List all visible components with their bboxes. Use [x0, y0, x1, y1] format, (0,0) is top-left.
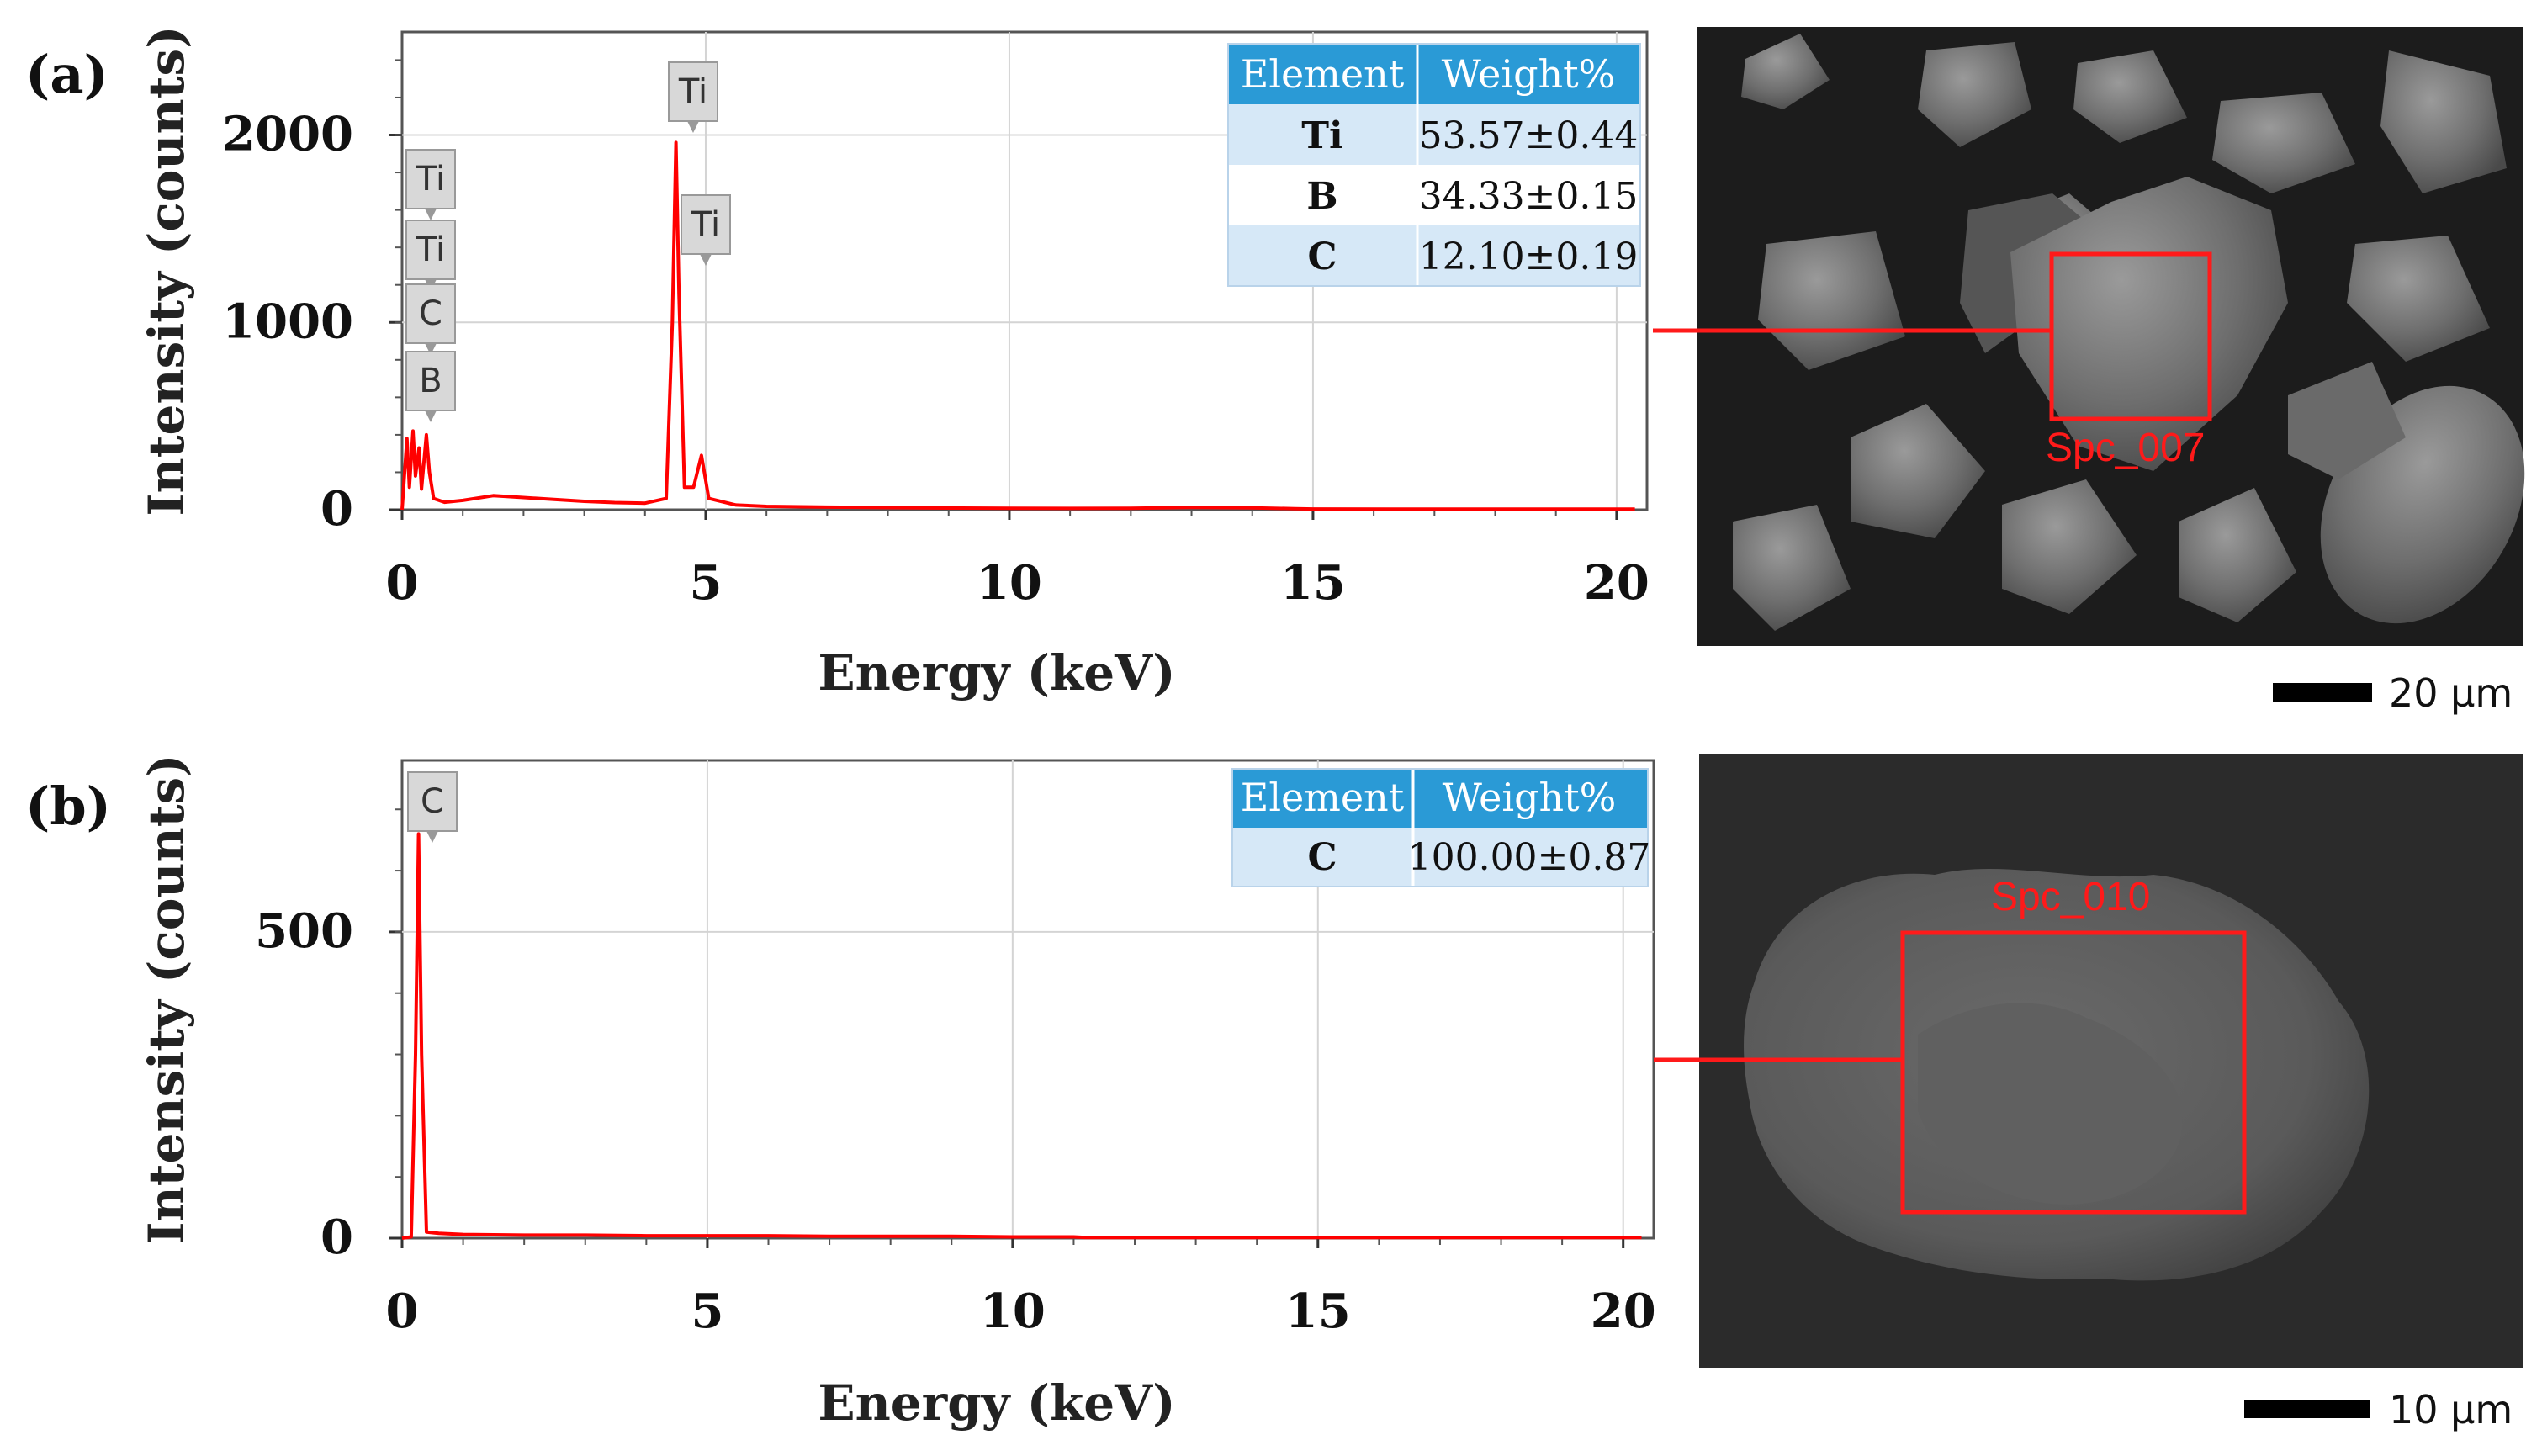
ticks-a: 0 5 10 15 20 0 1000 2000	[222, 59, 1650, 611]
peak-label-pointer	[700, 254, 712, 266]
peak-label-text: Ti	[416, 230, 445, 269]
table-border-b	[1231, 768, 1649, 887]
peak-label-pointer	[425, 410, 437, 422]
table-cell-weight: 12.10±0.19	[1419, 236, 1639, 278]
table-cell-element: B	[1306, 175, 1337, 218]
composition-table-b: Element Weight% C 100.00±0.87	[1231, 768, 1651, 887]
panel-a-label: (a)	[25, 44, 109, 105]
peak-label-box	[407, 771, 458, 832]
peak-labels-b: C	[407, 771, 458, 843]
table-row-bg-a-0	[1228, 104, 1640, 165]
x-tick-label: 0	[386, 1284, 419, 1339]
peak-labels-a: Ti Ti Ti Ti CB	[405, 61, 731, 422]
scale-bar-b	[2244, 1400, 2370, 1418]
sem-particle-core-b	[1918, 1003, 2183, 1205]
y-tick-label: 1000	[222, 294, 353, 349]
table-cell-weight: 34.33±0.15	[1419, 175, 1639, 218]
peak-label-box	[668, 61, 718, 122]
table-row-bg-a-1	[1228, 165, 1640, 225]
peak-label-text: C	[421, 782, 444, 821]
y-axis-title-b: Intensity (counts)	[138, 754, 195, 1244]
x-tick-label: 5	[689, 555, 722, 611]
particle	[2288, 362, 2406, 479]
particle	[2380, 50, 2507, 193]
y-tick-label: 0	[320, 481, 353, 537]
spectrum-line	[401, 832, 1642, 1240]
panel-b-label: (b)	[25, 776, 111, 837]
x-tick-label: 10	[980, 1284, 1046, 1339]
table-header-weight-b: Weight%	[1443, 775, 1617, 820]
peak-label-text: Ti	[691, 205, 720, 244]
x-tick-label: 15	[1285, 1284, 1351, 1339]
peak-label: Ti	[668, 61, 718, 133]
y-tick-label: 500	[255, 903, 353, 959]
series-b	[401, 832, 1642, 1240]
y-axis-title-a: Intensity (counts)	[138, 25, 195, 516]
table-header-weight-a: Weight%	[1442, 51, 1616, 97]
peak-label: Ti	[405, 220, 456, 291]
table-cell-weight: 100.00±0.87	[1408, 836, 1651, 879]
scale-bar-a	[2273, 683, 2372, 702]
sem-spot-box-b	[1900, 930, 2247, 1215]
peak-label: Ti	[405, 149, 456, 220]
sem-spot-label-a: Spc_007	[2046, 426, 2206, 470]
x-tick-label: 20	[1591, 1284, 1656, 1339]
peak-label: Ti	[681, 194, 731, 266]
table-cell-element: C	[1307, 236, 1337, 278]
x-tick-label: 20	[1584, 555, 1650, 611]
x-tick-label: 10	[977, 555, 1042, 611]
particle	[1851, 404, 1985, 538]
particle	[2347, 236, 2490, 362]
series-a	[400, 140, 1635, 511]
particle	[1741, 34, 1830, 109]
peak-label-pointer	[687, 121, 699, 133]
peak-label-text: Ti	[678, 72, 707, 111]
particle	[2212, 93, 2355, 193]
peak-label-text: Ti	[416, 160, 445, 199]
peak-label-pointer	[426, 831, 438, 843]
particle	[2073, 50, 2187, 143]
table-header-bg-a	[1228, 44, 1640, 104]
composition-table-a: Element Weight% Ti 53.57±0.44 B 34.33±0.…	[1227, 43, 1641, 287]
peak-label-pointer	[425, 343, 437, 355]
particle-large	[2010, 177, 2288, 471]
peak-label-box	[681, 194, 731, 255]
scale-text-a: 20 μm	[2389, 670, 2513, 716]
peak-label-box	[405, 351, 456, 411]
x-axis-title-b: Energy (keV)	[818, 1374, 1175, 1432]
table-row-bg-b-0	[1232, 828, 1648, 887]
table-header-element-b: Element	[1241, 775, 1405, 820]
sem-spot-box-a	[2049, 251, 2212, 421]
particle	[2002, 479, 2137, 614]
particle	[1918, 42, 2031, 147]
sem-spot-label-b: Spc_010	[1991, 875, 2151, 919]
peak-label-pointer	[425, 209, 437, 220]
ticks-b: 0 5 10 15 20 0 500	[255, 808, 1656, 1339]
x-tick-label: 5	[691, 1284, 723, 1339]
particle	[1758, 231, 1905, 370]
table-border-a	[1227, 43, 1641, 287]
y-tick-label: 2000	[222, 107, 353, 162]
x-tick-label: 0	[386, 555, 419, 611]
peak-label-text: C	[419, 294, 442, 333]
table-cell-weight: 53.57±0.44	[1419, 114, 1639, 157]
spectrum-line	[400, 140, 1635, 511]
peak-label-text: B	[419, 362, 442, 400]
table-header-element-a: Element	[1241, 51, 1405, 97]
peak-label: C	[405, 283, 456, 355]
table-row-bg-a-2	[1228, 225, 1640, 286]
table-cell-element: C	[1307, 836, 1337, 879]
sem-image-a: Spc_007	[1697, 27, 2525, 646]
scale-text-b: 10 μm	[2389, 1387, 2513, 1432]
y-tick-label: 0	[320, 1210, 353, 1265]
table-cell-element: Ti	[1301, 114, 1342, 157]
peak-label: C	[407, 771, 458, 843]
x-tick-label: 15	[1280, 555, 1346, 611]
particle	[2179, 488, 2296, 622]
particle	[1733, 505, 1851, 631]
table-header-bg-b	[1232, 769, 1648, 828]
x-axis-title-a: Energy (keV)	[818, 644, 1175, 702]
peak-label: B	[405, 351, 456, 422]
